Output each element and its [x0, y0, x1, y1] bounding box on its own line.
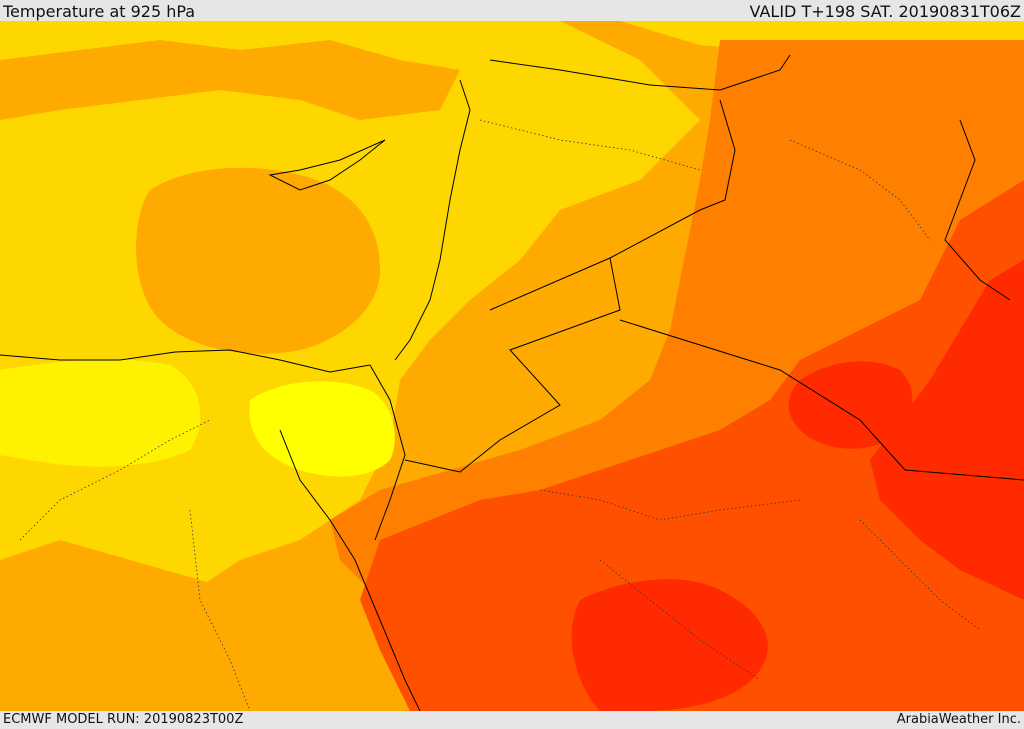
- field-red-orange: [360, 180, 1024, 711]
- model-run: ECMWF MODEL RUN: 20190823T00Z: [3, 712, 244, 727]
- field-yellow-sea: [0, 359, 201, 467]
- field-amber-mid: [136, 167, 380, 354]
- field-amber-anatolia: [0, 40, 460, 120]
- valid-time: VALID T+198 SAT. 20190831T06Z: [749, 2, 1021, 21]
- field-red-east: [870, 260, 1024, 600]
- field-amber-egypt: [0, 540, 300, 711]
- country-borders: [0, 54, 1024, 711]
- province-borders: [19, 119, 981, 711]
- footer-bar: [0, 711, 1024, 729]
- field-red-arabia: [571, 579, 768, 711]
- map-title: Temperature at 925 hPa: [3, 2, 196, 21]
- header-bar: [0, 0, 1024, 21]
- field-yellow-sinai: [249, 381, 395, 477]
- temperature-map: [0, 21, 1024, 711]
- field-red-iraq: [788, 361, 913, 449]
- credit: ArabiaWeather Inc.: [896, 712, 1021, 727]
